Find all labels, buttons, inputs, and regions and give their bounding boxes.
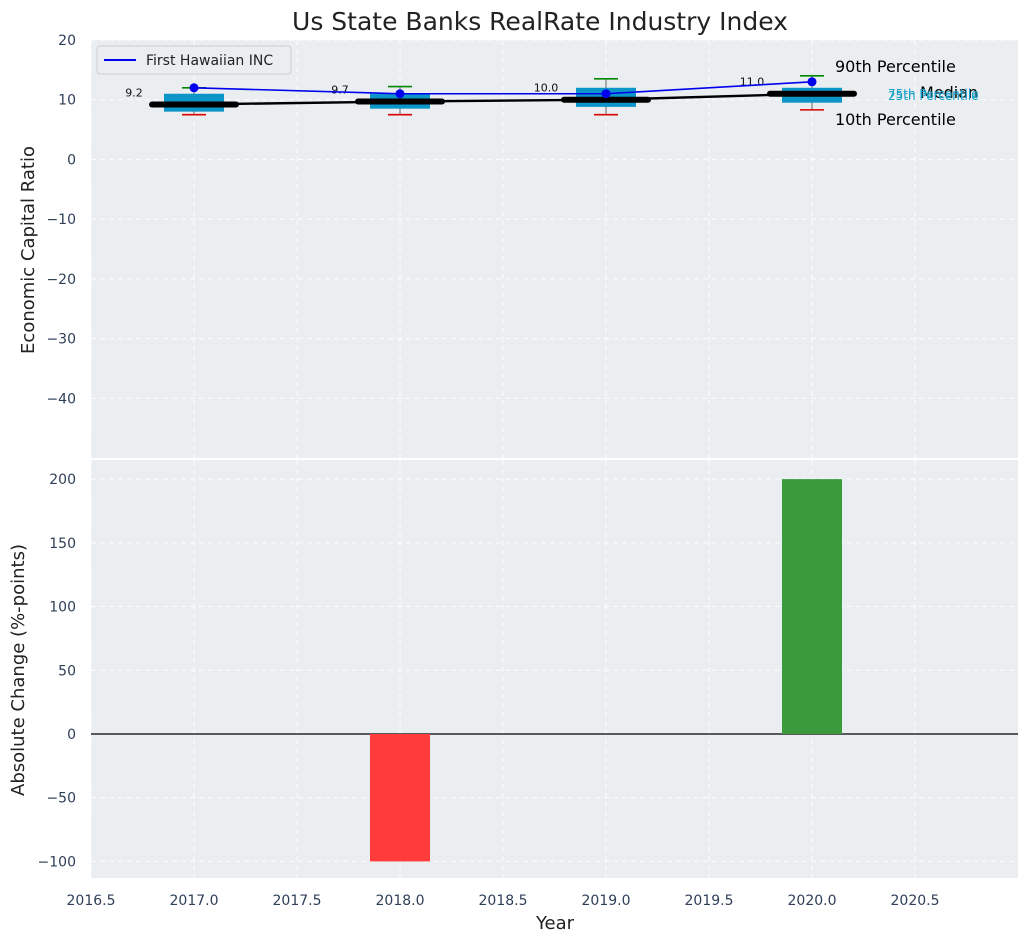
top-y-axis-label: Economic Capital Ratio bbox=[18, 146, 39, 354]
top-y-tick-label: −10 bbox=[46, 212, 76, 228]
legend: First Hawaiian INC bbox=[96, 45, 292, 75]
bottom-y-axis-label: Absolute Change (%-points) bbox=[8, 544, 29, 796]
bottom-y-tick-label: −100 bbox=[38, 854, 76, 870]
median-value-label: 10.0 bbox=[534, 82, 559, 95]
x-tick-labels: 2016.5 2017.0 2017.5 2018.0 2018.5 2019.0 2019… bbox=[67, 893, 940, 909]
x-tick-label: 2020.0 bbox=[788, 893, 837, 909]
top-y-tick-label: −20 bbox=[46, 272, 76, 288]
median-value-label: 9.7 bbox=[331, 84, 349, 97]
series-lines bbox=[189, 77, 817, 106]
bottom-plot-area bbox=[91, 460, 1018, 878]
x-tick-label: 2020.5 bbox=[891, 893, 940, 909]
first-hawaiian-point bbox=[395, 89, 405, 99]
bottom-y-tick-labels: 200 150 100 50 0 −50 −100 bbox=[38, 472, 76, 870]
x-tick-label: 2016.5 bbox=[67, 893, 116, 909]
top-y-tick-label: 20 bbox=[58, 33, 76, 49]
first-hawaiian-line bbox=[193, 81, 813, 95]
change-bar bbox=[370, 733, 430, 862]
first-hawaiian-point bbox=[189, 83, 199, 93]
legend-label-first-hawaiian: First Hawaiian INC bbox=[146, 53, 273, 69]
label-25th-percentile: 25th Percentile bbox=[888, 89, 979, 103]
top-y-tick-labels: 20 10 0 −10 −20 −30 −40 bbox=[46, 33, 76, 407]
first-hawaiian-point bbox=[807, 77, 817, 87]
bottom-y-tick-label: 200 bbox=[49, 472, 76, 488]
x-tick-label: 2019.5 bbox=[685, 893, 734, 909]
label-10th-percentile: 10th Percentile bbox=[835, 110, 956, 129]
median-value-label: 11.0 bbox=[740, 76, 765, 89]
top-y-tick-label: 0 bbox=[67, 152, 76, 168]
x-tick-label: 2017.5 bbox=[273, 893, 322, 909]
top-y-tick-label: −30 bbox=[46, 332, 76, 348]
x-tick-label: 2017.0 bbox=[170, 893, 219, 909]
median-line bbox=[193, 92, 813, 106]
x-tick-label: 2018.5 bbox=[479, 893, 528, 909]
change-bar bbox=[782, 479, 842, 734]
bottom-y-tick-label: 50 bbox=[58, 663, 76, 679]
top-gridlines bbox=[90, 39, 1018, 458]
top-y-tick-label: −40 bbox=[46, 391, 76, 407]
bottom-y-tick-label: −50 bbox=[46, 791, 76, 807]
label-75th-percentile: 75th Percentile bbox=[888, 87, 979, 101]
median-value-label: 9.2 bbox=[125, 86, 143, 99]
bottom-y-tick-label: 0 bbox=[67, 727, 76, 743]
first-hawaiian-point bbox=[601, 89, 611, 99]
change-bars bbox=[370, 479, 842, 862]
x-tick-label: 2019.0 bbox=[582, 893, 631, 909]
x-tick-label: 2018.0 bbox=[376, 893, 425, 909]
top-y-tick-label: 10 bbox=[58, 93, 76, 109]
label-median: Median bbox=[920, 83, 978, 102]
bottom-y-tick-label: 100 bbox=[49, 600, 76, 616]
x-axis-label: Year bbox=[535, 913, 575, 934]
bottom-gridlines bbox=[90, 460, 1018, 878]
label-90th-percentile: 90th Percentile bbox=[835, 57, 956, 76]
top-plot-area bbox=[91, 40, 1018, 458]
bottom-y-tick-label: 150 bbox=[49, 536, 76, 552]
chart-title: Us State Banks RealRate Industry Index bbox=[292, 7, 788, 36]
legend-box bbox=[96, 45, 292, 75]
